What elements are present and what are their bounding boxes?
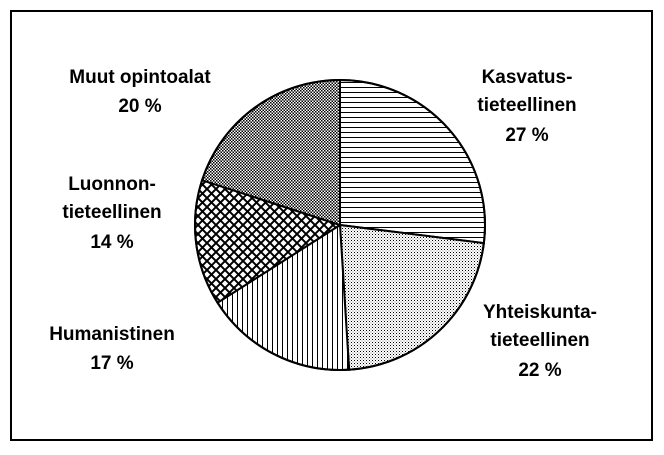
pie-slice xyxy=(338,223,485,371)
frame xyxy=(10,10,653,441)
slice-label: tieteellinen xyxy=(490,330,589,351)
slice-label: Yhteiskunta- xyxy=(483,302,597,323)
slice-label: Muut opintoalat xyxy=(69,67,211,88)
value-label: 14 % xyxy=(90,232,133,253)
pie-outline xyxy=(194,79,486,371)
slice-label: tieteellinen xyxy=(62,202,161,223)
pie-slice xyxy=(339,78,486,245)
slice-label: Kasvatus- xyxy=(482,67,573,88)
labels: Kasvatus-tieteellinen 27 % Yhteiskunta-tie… xyxy=(49,67,597,381)
value-label: 22 % xyxy=(518,360,561,381)
value-label: 17 % xyxy=(90,353,133,374)
slice-label: tieteellinen xyxy=(477,95,576,116)
value-label: 20 % xyxy=(118,96,161,117)
slice-label: Luonnon- xyxy=(68,174,156,195)
value-label: 27 % xyxy=(505,125,548,146)
slice-label: Humanistinen xyxy=(49,324,175,345)
pie xyxy=(194,78,486,371)
